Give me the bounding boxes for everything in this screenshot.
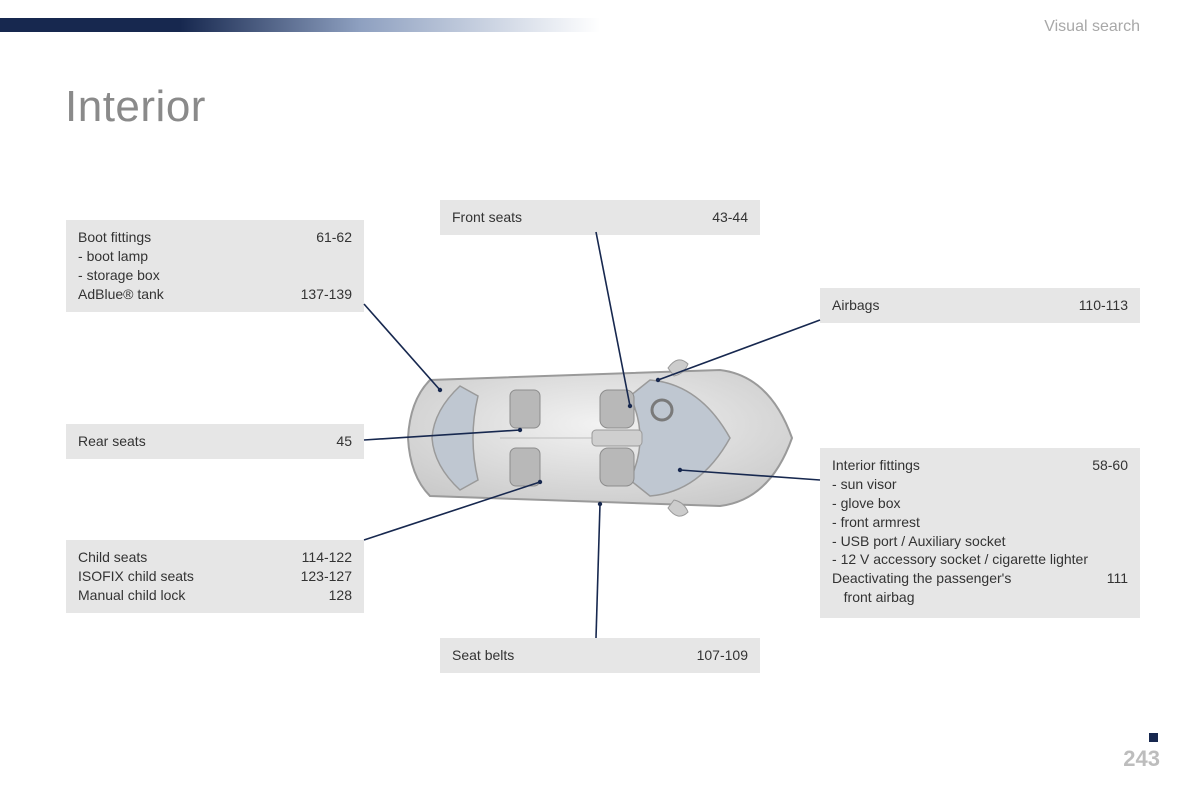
callout-front-seats: Front seats43-44 — [440, 200, 760, 235]
callout-boot-fittings: Boot fittings61-62boot lampstorage boxAd… — [66, 220, 364, 312]
page-title: Interior — [65, 82, 206, 132]
car-diagram — [400, 340, 800, 536]
header-gradient-bar — [0, 18, 600, 32]
callout-interior-fittings: Interior fittings58-60sun visorglove box… — [820, 448, 1140, 618]
corner-marker-icon — [1149, 733, 1158, 742]
section-label: Visual search — [1044, 18, 1140, 36]
callout-airbags: Airbags110-113 — [820, 288, 1140, 323]
callout-rear-seats: Rear seats45 — [66, 424, 364, 459]
page-number: 243 — [1123, 746, 1160, 772]
callout-child-seats: Child seats114-122ISOFIX child seats123-… — [66, 540, 364, 613]
callout-seat-belts: Seat belts107-109 — [440, 638, 760, 673]
